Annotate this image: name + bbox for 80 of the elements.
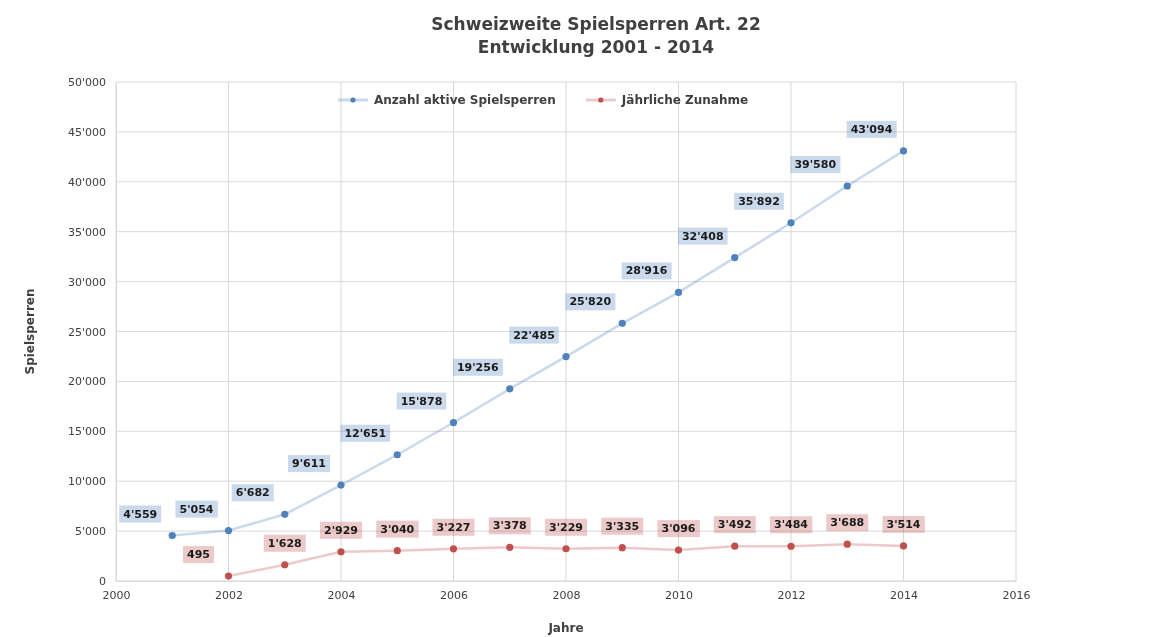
x-tick-label: 2008 [552, 588, 581, 602]
point [731, 542, 739, 550]
y-tick-label: 20'000 [67, 375, 106, 389]
data-label: 3'335 [605, 519, 640, 533]
data-label: 28'916 [625, 264, 668, 278]
data-label: 9'611 [292, 457, 326, 471]
data-label: 3'514 [886, 517, 921, 531]
chart-title: Schweizweite Spielsperren Art. 22 [431, 14, 761, 34]
data-label: 22'485 [513, 328, 555, 342]
point [618, 319, 626, 327]
data-label: 25'820 [569, 295, 612, 309]
point [224, 526, 233, 535]
point [449, 545, 458, 553]
point [506, 543, 514, 551]
data-label: 12'651 [344, 426, 387, 440]
point [168, 531, 176, 540]
point [337, 548, 345, 556]
y-tick-label: 0 [99, 575, 106, 589]
y-tick-label: 5'000 [74, 525, 106, 539]
data-label: 5'054 [179, 502, 214, 516]
point [843, 540, 851, 548]
data-label: 35'892 [738, 194, 780, 208]
data-label: 3'096 [661, 522, 696, 536]
point [787, 219, 795, 227]
point [337, 481, 345, 489]
y-tick-label: 45'000 [67, 125, 106, 139]
data-label: 495 [187, 548, 210, 562]
x-tick-label: 2000 [102, 588, 131, 602]
point [449, 418, 458, 427]
x-axis-title: Jahre [547, 621, 584, 635]
point [618, 544, 626, 552]
x-tick-label: 2014 [890, 588, 918, 602]
chart-subtitle: Entwicklung 2001 - 2014 [477, 37, 715, 57]
point [674, 546, 683, 554]
point [674, 288, 683, 297]
data-label: 4'559 [123, 507, 158, 521]
point [281, 561, 289, 569]
data-label: 3'484 [774, 518, 809, 532]
point [899, 542, 908, 550]
data-label: 3'492 [717, 518, 752, 532]
legend-label: Jährliche Zunahme [620, 93, 749, 107]
x-tick-label: 2006 [440, 588, 468, 602]
data-label: 3'378 [492, 519, 527, 533]
legend-label: Anzahl aktive Spielsperren [374, 93, 556, 107]
point [899, 147, 908, 155]
y-tick-label: 25'000 [67, 325, 106, 339]
y-tick-label: 40'000 [67, 175, 106, 189]
data-label: 15'878 [400, 394, 443, 408]
point [393, 451, 401, 459]
x-tick-label: 2012 [777, 588, 806, 602]
data-label: 3'227 [436, 520, 471, 534]
point [562, 353, 570, 361]
data-label: 3'040 [380, 522, 415, 536]
y-tick-label: 10'000 [67, 475, 106, 489]
data-label: 3'688 [830, 516, 865, 530]
x-tick-label: 2010 [665, 588, 693, 602]
x-tick-label: 2002 [215, 588, 243, 602]
data-label: 6'682 [235, 486, 270, 500]
data-label: 2'929 [324, 523, 358, 537]
point [731, 253, 739, 262]
point [506, 385, 514, 393]
y-tick-label: 50'000 [67, 76, 106, 90]
point [281, 510, 289, 518]
y-tick-label: 30'000 [67, 275, 106, 289]
point [393, 547, 401, 555]
data-label: 32'408 [681, 229, 724, 243]
x-tick-label: 2016 [1002, 588, 1031, 602]
data-label: 19'256 [456, 360, 499, 374]
data-label: 43'094 [850, 122, 893, 136]
y-tick-label: 15'000 [67, 425, 106, 439]
data-label: 1'628 [267, 536, 302, 550]
x-tick-label: 2004 [327, 588, 356, 602]
point [224, 572, 233, 580]
point [562, 545, 570, 553]
data-label: 39'580 [794, 157, 837, 171]
data-label: 3'229 [549, 520, 583, 534]
point [787, 542, 795, 550]
point [843, 182, 851, 190]
y-tick-label: 35'000 [67, 225, 106, 239]
y-axis-title: Spielsperren [23, 288, 37, 375]
